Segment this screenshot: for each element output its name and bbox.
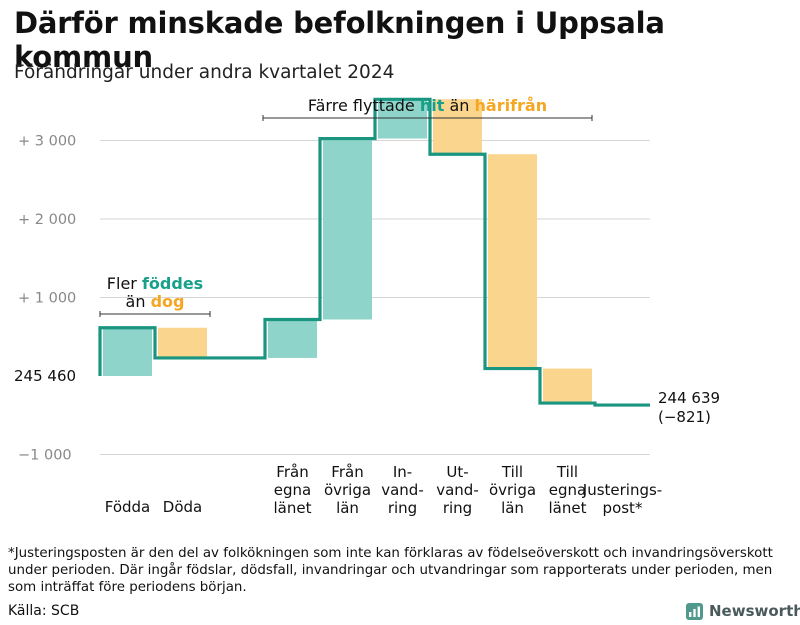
y-tick-label: + 3 000 [18, 134, 76, 150]
category-label: Ut- [446, 463, 468, 481]
category-label: Justerings- [582, 481, 662, 499]
category-label: länet [274, 499, 312, 517]
category-label: övriga [489, 481, 536, 499]
chart-title: Därför minskade befolkningen i Uppsala k… [14, 6, 665, 74]
births-annotation-line2: än dog [126, 292, 185, 311]
category-label: egna [549, 481, 586, 499]
category-label: Från [276, 463, 308, 481]
category-label: ring [388, 499, 417, 517]
bar-6 [433, 99, 482, 155]
category-label: länet [549, 499, 587, 517]
source-label: Källa: SCB [8, 603, 80, 619]
bar-7 [488, 154, 537, 369]
births-annotation-line1: Fler föddes [107, 274, 203, 293]
category-label: post* [603, 499, 643, 517]
category-label: egna [274, 481, 311, 499]
waterfall-chart: −1 000 + 1 000 + 2 000 + 3 000 245 460 Födda… [14, 96, 720, 517]
brand-name: Newsworthy [709, 602, 800, 620]
start-population-label: 245 460 [14, 367, 76, 385]
y-tick-label: −1 000 [18, 448, 72, 464]
end-change-label: (−821) [658, 408, 711, 426]
bar-3 [268, 319, 317, 358]
waterfall-bars [103, 99, 592, 404]
category-label: In- [393, 463, 412, 481]
running-total-line [98, 97, 650, 407]
gridlines [100, 140, 650, 455]
newsworthy-logo: Newsworthy [686, 602, 800, 620]
bar-4 [323, 138, 372, 320]
category-label: Från [331, 463, 363, 481]
category-label: Till [556, 463, 578, 481]
y-axis-ticks: −1 000 + 1 000 + 2 000 + 3 000 245 460 [14, 134, 76, 464]
category-label: län [501, 499, 524, 517]
category-label: Födda [105, 498, 151, 516]
y-tick-label: + 2 000 [18, 212, 76, 228]
category-label: Till [501, 463, 523, 481]
category-label: län [336, 499, 359, 517]
bar-1 [158, 327, 207, 358]
category-label: övriga [324, 481, 371, 499]
moves-annotation: Färre flyttade hit än härifrån [308, 96, 547, 115]
end-population-label: 244 639 [658, 389, 720, 407]
category-label: ring [443, 499, 472, 517]
footnote: *Justeringsposten är den del av folkökni… [8, 546, 773, 595]
y-tick-label: + 1 000 [18, 291, 76, 307]
newsworthy-logo-icon [686, 602, 703, 620]
category-label: vand- [381, 481, 424, 499]
running-total-path [98, 97, 650, 407]
category-labels: Födda DödaFrånegnalänetFrånövrigalänIn-va… [105, 389, 720, 517]
bar-8 [543, 368, 592, 404]
category-label: Döda [163, 498, 202, 516]
category-label: vand- [436, 481, 479, 499]
chart-subtitle: Förändringar under andra kvartalet 2024 [14, 62, 395, 83]
bar-0 [103, 327, 152, 376]
bar-5 [378, 99, 427, 139]
